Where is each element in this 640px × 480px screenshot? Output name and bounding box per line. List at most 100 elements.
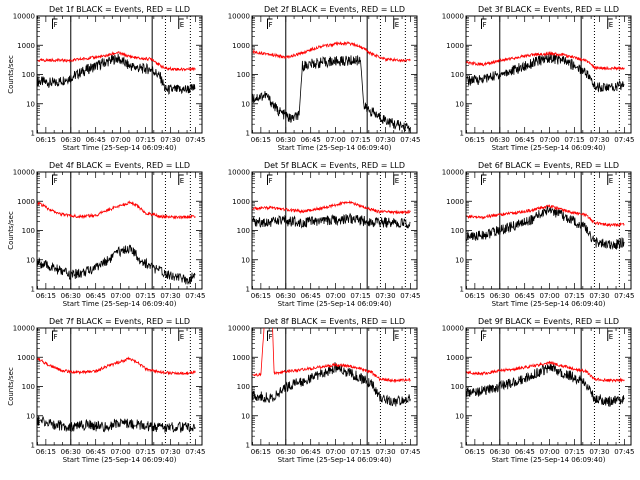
y-axis-label: Counts/sec xyxy=(7,367,15,406)
time-marker-label: F xyxy=(54,333,58,341)
panel-3: Det 3f BLACK = Events, RED = LLD 1 10 100 10… xyxy=(442,5,635,152)
x-tick-label: 07:45 xyxy=(614,292,634,300)
time-marker-label: F xyxy=(269,333,273,341)
x-tick-label: 07:45 xyxy=(400,448,420,456)
y-tick-label: 100 xyxy=(237,227,250,235)
panel-8: Det 8f BLACK = Events, RED = LLD 1 10 100 10… xyxy=(228,317,421,464)
x-tick-label: 06:45 xyxy=(86,292,106,300)
y-tick-label: 1 xyxy=(460,442,464,450)
x-tick-label: 06:15 xyxy=(36,292,56,300)
y-tick-label: 1000 xyxy=(446,42,464,50)
panel-9: Det 9f BLACK = Events, RED = LLD 1 10 100 10… xyxy=(442,317,635,464)
panel-2: Det 2f BLACK = Events, RED = LLD 1 10 100 10… xyxy=(228,5,421,152)
time-marker-label: E xyxy=(609,21,613,29)
panel-4: Det 4f BLACK = Events, RED = LLD 1 10 100 10… xyxy=(7,161,205,308)
time-marker xyxy=(393,330,399,341)
x-tick-label: 06:30 xyxy=(276,448,296,456)
plot-frame xyxy=(251,15,418,134)
time-marker-label: F xyxy=(54,21,58,29)
x-tick-label: 06:45 xyxy=(86,448,106,456)
y-tick-label: 10 xyxy=(26,256,35,264)
series-lld-line xyxy=(37,50,196,72)
x-tick-label: 06:45 xyxy=(301,292,321,300)
x-tick-label: 07:30 xyxy=(589,448,609,456)
time-marker-label: F xyxy=(54,177,58,185)
chart-title: Det 2f BLACK = Events, RED = LLD xyxy=(264,5,405,14)
x-tick-label: 06:30 xyxy=(61,448,81,456)
y-tick-label: 1000 xyxy=(17,42,35,50)
x-axis-label: Start Time (25-Sep-14 06:09:40) xyxy=(63,456,177,464)
x-tick-label: 07:15 xyxy=(350,136,370,144)
y-tick-label: 10000 xyxy=(442,13,464,21)
y-tick-label: 100 xyxy=(237,71,250,79)
x-tick-label: 06:15 xyxy=(36,448,56,456)
y-tick-label: 1000 xyxy=(232,198,250,206)
panel-6: Det 6f BLACK = Events, RED = LLD 1 10 100 10… xyxy=(442,161,635,308)
x-tick-label: 06:45 xyxy=(301,448,321,456)
x-tick-label: 06:15 xyxy=(465,448,485,456)
chart-title: Det 7f BLACK = Events, RED = LLD xyxy=(49,317,190,326)
time-marker xyxy=(178,18,184,29)
chart-title: Det 6f BLACK = Events, RED = LLD xyxy=(478,161,619,170)
panel-1: Det 1f BLACK = Events, RED = LLD 1 10 100 10… xyxy=(7,5,205,152)
y-tick-label: 10 xyxy=(455,412,464,420)
x-tick-label: 07:45 xyxy=(185,292,205,300)
time-marker xyxy=(267,174,273,185)
x-axis-label: Start Time (25-Sep-14 06:09:40) xyxy=(492,144,606,152)
chart-title: Det 1f BLACK = Events, RED = LLD xyxy=(49,5,190,14)
chart-title: Det 8f BLACK = Events, RED = LLD xyxy=(264,317,405,326)
x-tick-label: 07:45 xyxy=(614,448,634,456)
y-tick-label: 1 xyxy=(31,442,35,450)
x-tick-label: 07:15 xyxy=(564,448,584,456)
x-tick-label: 07:45 xyxy=(185,448,205,456)
y-tick-label: 10000 xyxy=(13,13,35,21)
x-tick-label: 07:15 xyxy=(135,448,155,456)
x-tick-label: 07:30 xyxy=(375,292,395,300)
y-tick-label: 10000 xyxy=(13,169,35,177)
time-marker-label: F xyxy=(269,177,273,185)
x-tick-label: 07:30 xyxy=(160,448,180,456)
x-tick-label: 07:00 xyxy=(326,136,346,144)
x-tick-label: 06:30 xyxy=(490,448,510,456)
time-marker-label: E xyxy=(395,177,399,185)
x-tick-label: 07:15 xyxy=(350,292,370,300)
y-tick-label: 10 xyxy=(241,256,250,264)
y-tick-label: 10000 xyxy=(228,13,250,21)
time-marker-label: E xyxy=(180,177,184,185)
y-tick-label: 1 xyxy=(246,286,250,294)
series-events-line xyxy=(466,52,625,93)
x-tick-label: 06:30 xyxy=(490,136,510,144)
y-tick-label: 1000 xyxy=(17,354,35,362)
plot-frame xyxy=(251,171,418,290)
x-tick-label: 06:15 xyxy=(251,292,271,300)
y-tick-label: 1 xyxy=(246,442,250,450)
x-tick-label: 07:00 xyxy=(540,448,560,456)
series-events-line xyxy=(252,212,411,229)
time-marker xyxy=(52,330,58,341)
time-marker xyxy=(481,330,487,341)
time-marker xyxy=(267,18,273,29)
x-tick-label: 06:45 xyxy=(86,136,106,144)
x-tick-label: 06:15 xyxy=(465,292,485,300)
x-tick-label: 07:00 xyxy=(540,136,560,144)
x-tick-label: 06:15 xyxy=(251,136,271,144)
y-axis-label: Counts/sec xyxy=(7,211,15,250)
series-events-line xyxy=(252,55,411,133)
time-marker xyxy=(607,330,613,341)
y-tick-label: 100 xyxy=(451,383,464,391)
y-tick-label: 1000 xyxy=(446,354,464,362)
x-tick-label: 07:45 xyxy=(614,136,634,144)
x-tick-label: 06:45 xyxy=(515,448,535,456)
x-axis-label: Start Time (25-Sep-14 06:09:40) xyxy=(492,456,606,464)
x-tick-label: 07:30 xyxy=(375,136,395,144)
y-tick-label: 1 xyxy=(460,286,464,294)
series-lld-line xyxy=(466,360,625,383)
chart-title: Det 3f BLACK = Events, RED = LLD xyxy=(478,5,619,14)
time-marker xyxy=(393,18,399,29)
x-tick-label: 06:45 xyxy=(301,136,321,144)
x-tick-label: 06:15 xyxy=(251,448,271,456)
y-tick-label: 10 xyxy=(26,100,35,108)
x-tick-label: 06:45 xyxy=(515,292,535,300)
time-marker xyxy=(481,174,487,185)
time-marker xyxy=(52,174,58,185)
